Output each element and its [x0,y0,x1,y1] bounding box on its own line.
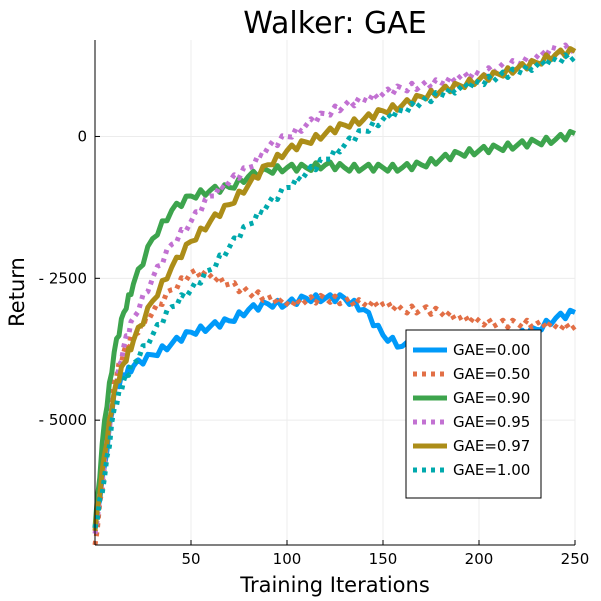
y-tick-label: - 5000 [39,411,87,429]
y-tick-label: 0 [77,127,87,145]
legend-label: GAE=0.97 [453,437,530,455]
legend-label: GAE=0.50 [453,365,530,383]
series-line-2 [92,267,577,546]
tick-labels: 50 100 150 200 250 0 - 2500 - 5000 [39,127,590,568]
chart-title: Walker: GAE [243,6,426,41]
x-tick-label: 100 [273,550,302,568]
series-line-4 [92,42,577,535]
legend-label: GAE=0.90 [453,389,530,407]
legend-box [405,329,542,499]
x-tick-label: 150 [369,550,398,568]
series-line-5 [92,46,577,532]
legend-label: GAE=0.95 [453,413,530,431]
legend-label: GAE=0.00 [453,341,530,359]
x-axis-title: Training Iterations [239,573,430,597]
legend-label: GAE=1.00 [453,461,530,479]
x-tick-label: 50 [181,550,200,568]
y-tick-label: - 2500 [39,269,87,287]
series-line-3 [92,129,577,529]
series-line-6 [92,52,577,529]
x-tick-label: 250 [561,550,590,568]
grid [95,40,576,545]
x-tick-label: 200 [465,550,494,568]
axes [94,40,575,546]
legend: GAE=0.00 GAE=0.50 GAE=0.90 GAE=0.95 GAE=0.97… [405,329,542,499]
y-axis-title: Return [5,257,29,327]
